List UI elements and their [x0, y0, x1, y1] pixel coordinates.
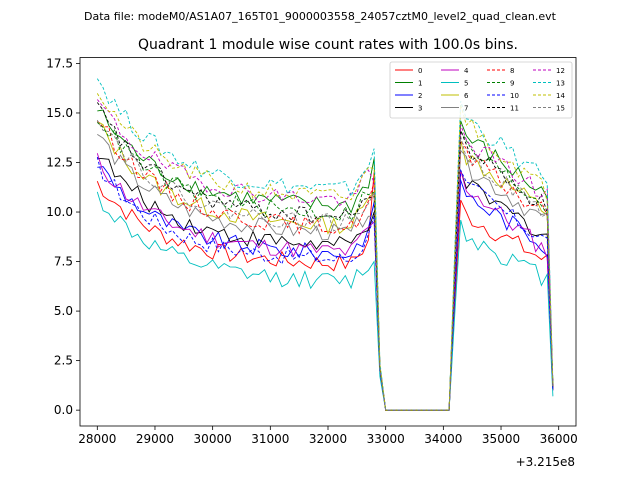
legend-label: 6	[464, 92, 469, 100]
series-line-15	[96, 119, 554, 411]
legend-label: 1	[418, 80, 422, 88]
legend-label: 11	[510, 105, 519, 113]
x-tick-label: 32000	[309, 432, 347, 446]
series-line-7	[97, 134, 554, 411]
series-line-12	[96, 99, 554, 411]
y-axis: 0.0 2.5 5.0 7.5 10.0 12.5 15.0 17.5	[46, 56, 80, 417]
y-tick-label: 2.5	[54, 354, 73, 368]
chart-suptitle: Data file: modeM0/AS1A07_165T01_90000035…	[84, 10, 557, 23]
x-tick-label: 34000	[424, 432, 462, 446]
legend-label: 14	[556, 92, 565, 100]
series-line-8	[96, 121, 554, 411]
y-tick-label: 7.5	[54, 255, 73, 269]
y-tick-label: 5.0	[54, 304, 73, 318]
series-line-5	[96, 191, 554, 411]
legend-label: 3	[418, 105, 422, 113]
x-tick-label: 35000	[482, 432, 520, 446]
y-tick-label: 12.5	[46, 156, 73, 170]
series-line-10	[96, 156, 554, 411]
series-line-4	[96, 153, 554, 411]
series-line-3	[97, 157, 554, 411]
series-line-2	[97, 166, 554, 411]
legend-label: 0	[418, 67, 422, 75]
legend-frame	[389, 61, 573, 119]
legend-label: 5	[464, 80, 468, 88]
legend-label: 12	[556, 67, 565, 75]
legend-label: 7	[464, 105, 468, 113]
x-tick-label: 36000	[540, 432, 578, 446]
y-tick-label: 0.0	[54, 403, 73, 417]
series-line-0	[96, 172, 554, 411]
x-tick-label: 30000	[194, 432, 232, 446]
y-tick-label: 15.0	[46, 106, 73, 120]
legend-label: 8	[510, 67, 514, 75]
series-line-11	[96, 102, 554, 411]
series-line-9	[97, 122, 554, 411]
legend-label: 4	[464, 67, 469, 75]
x-tick-label: 28000	[78, 432, 116, 446]
legend-label: 15	[556, 105, 565, 113]
x-offset-label: +3.215e8	[516, 455, 575, 469]
x-axis: 28000 29000 30000 31000 32000 33000 34000 35000…	[78, 426, 578, 446]
y-tick-label: 10.0	[46, 205, 73, 219]
legend-label: 2	[418, 92, 422, 100]
x-tick-label: 31000	[251, 432, 289, 446]
plot-lines	[96, 78, 554, 411]
legend-label: 10	[510, 92, 519, 100]
x-tick-label: 33000	[367, 432, 405, 446]
y-tick-label: 17.5	[46, 56, 73, 70]
chart-title: Quadrant 1 module wise count rates with …	[138, 37, 518, 53]
x-tick-label: 29000	[136, 432, 174, 446]
legend-label: 13	[556, 80, 565, 88]
series-line-13	[96, 78, 554, 411]
legend-label: 9	[510, 80, 514, 88]
series-line-14	[96, 93, 554, 411]
